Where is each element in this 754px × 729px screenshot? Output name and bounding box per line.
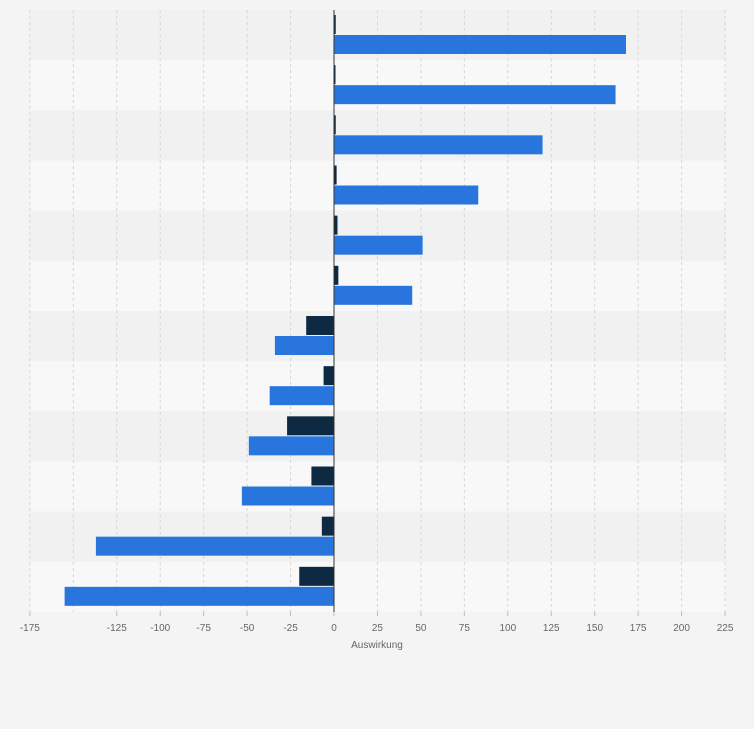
bar-blue [274,336,334,355]
tick-label: 50 [415,623,427,634]
tick-label: 0 [331,623,337,634]
tick-label: -75 [196,623,211,634]
bar-blue [334,35,626,54]
bar-dark [311,466,334,486]
bar-blue [248,436,334,456]
bar-blue [64,586,335,606]
bar-dark [334,15,336,34]
tick-label: -25 [283,623,298,634]
bar-dark [334,215,338,235]
tick-label: 25 [372,623,384,634]
bar-blue [334,235,423,255]
tick-label: 75 [459,623,471,634]
bar-dark [334,65,336,85]
tick-label: -125 [107,623,127,634]
x-axis-title: Auswirkung [351,640,403,651]
bar-dark [321,516,334,536]
bar-dark [287,416,334,436]
tick-label: -50 [240,623,255,634]
gridlines [29,10,726,612]
tick-label: 100 [499,623,516,634]
bar-dark [323,366,334,386]
bar-dark [334,165,337,185]
bar-dark [334,115,336,135]
row-band [30,411,726,462]
x-tick-labels: -175 -125 -100 -75 -50 -25 0 25 50 75 100 125 150 175… [20,612,734,634]
bar-blue [334,85,616,105]
bar-blue [95,536,334,556]
row-band [30,311,726,362]
bar-blue [334,135,543,155]
tick-label: -100 [150,623,170,634]
bars [64,15,626,606]
tick-label: 225 [717,623,734,634]
bar-blue [269,386,334,406]
tick-label: 175 [630,623,647,634]
tick-label: 200 [673,623,690,634]
tick-label: 125 [543,623,560,634]
bar-dark [334,265,339,285]
bar-dark [306,316,334,335]
bar-blue [334,285,413,305]
bar-blue [241,486,334,506]
row-band [30,361,726,412]
row-band [30,461,726,512]
bar-blue [334,185,479,205]
tick-label: -175 [20,623,40,634]
tick-label: 150 [586,623,603,634]
bar-dark [299,566,334,586]
